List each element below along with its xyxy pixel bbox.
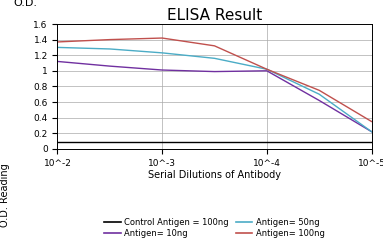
X-axis label: Serial Dilutions of Antibody: Serial Dilutions of Antibody: [148, 170, 281, 180]
Antigen= 50ng: [265, 68, 269, 71]
Control Antigen = 100ng: [212, 140, 217, 143]
Antigen= 50ng: [108, 48, 112, 50]
Antigen= 10ng: [212, 70, 217, 73]
Antigen= 100ng: [317, 89, 321, 92]
Antigen= 50ng: [212, 57, 217, 60]
Control Antigen = 100ng: [108, 140, 112, 143]
Control Antigen = 100ng: [265, 140, 269, 143]
Antigen= 10ng: [55, 60, 60, 63]
Line: Antigen= 10ng: Antigen= 10ng: [57, 61, 372, 132]
Antigen= 50ng: [160, 51, 164, 54]
Text: O.D. Reading: O.D. Reading: [0, 163, 10, 227]
Legend: Control Antigen = 100ng, Antigen= 10ng, Antigen= 50ng, Antigen= 100ng: Control Antigen = 100ng, Antigen= 10ng, …: [105, 218, 324, 238]
Antigen= 10ng: [108, 65, 112, 68]
Antigen= 10ng: [265, 69, 269, 72]
Control Antigen = 100ng: [160, 140, 164, 143]
Title: ELISA Result: ELISA Result: [167, 8, 262, 23]
Control Antigen = 100ng: [55, 140, 60, 143]
Antigen= 100ng: [369, 120, 374, 123]
Antigen= 100ng: [265, 68, 269, 71]
Antigen= 10ng: [160, 69, 164, 72]
Control Antigen = 100ng: [369, 140, 374, 143]
Text: O.D.: O.D.: [13, 0, 38, 8]
Antigen= 100ng: [160, 37, 164, 40]
Control Antigen = 100ng: [317, 140, 321, 143]
Antigen= 50ng: [369, 130, 374, 133]
Antigen= 50ng: [55, 46, 60, 49]
Antigen= 100ng: [55, 41, 60, 43]
Line: Antigen= 50ng: Antigen= 50ng: [57, 47, 372, 132]
Antigen= 50ng: [317, 93, 321, 96]
Antigen= 100ng: [212, 44, 217, 47]
Line: Antigen= 100ng: Antigen= 100ng: [57, 38, 372, 121]
Antigen= 10ng: [317, 99, 321, 102]
Antigen= 100ng: [108, 38, 112, 41]
Antigen= 10ng: [369, 130, 374, 133]
